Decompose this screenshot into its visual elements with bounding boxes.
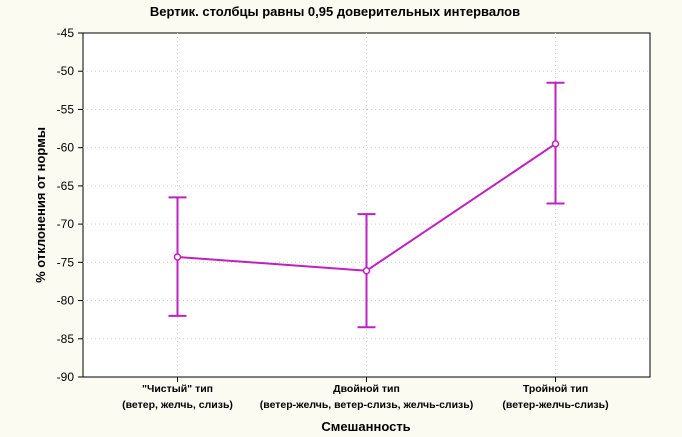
x-axis-label: Смешанность: [321, 419, 410, 434]
x-tick-label: (ветер-желчь-слизь): [502, 399, 608, 411]
y-tick-label: -80: [57, 294, 75, 308]
x-tick-label: Двойной тип: [333, 383, 400, 395]
y-axis: -45 -50 -55 -60 -65 -70 -75 -80 -85 -90: [57, 26, 83, 384]
x-tick-label: (ветер-желчь, ветер-слизь, желчь-слизь): [260, 399, 473, 411]
y-axis-label: % отклонения от нормы: [33, 127, 48, 283]
y-tick-label: -55: [57, 102, 75, 116]
x-tick-label: (ветер, желчь, слизь): [122, 399, 233, 411]
y-tick-label: -85: [57, 332, 75, 346]
y-tick-label: -50: [57, 64, 75, 78]
x-axis: "Чистый" тип (ветер, желчь, слизь) Двойной…: [122, 377, 609, 411]
data-point: [173, 253, 182, 261]
x-tick-label: "Чистый" тип: [142, 383, 213, 395]
data-point: [551, 140, 560, 148]
x-tick-label: Тройной тип: [523, 383, 588, 395]
y-tick-label: -65: [57, 179, 75, 193]
y-tick-label: -45: [57, 26, 75, 40]
y-tick-label: -90: [57, 370, 75, 384]
y-tick-label: -70: [57, 217, 75, 231]
series-layer: [168, 81, 565, 329]
data-point: [362, 266, 371, 275]
y-tick-label: -75: [57, 255, 75, 269]
y-tick-label: -60: [57, 141, 75, 155]
chart-title: Вертик. столбцы равны 0,95 доверительных…: [150, 4, 520, 19]
